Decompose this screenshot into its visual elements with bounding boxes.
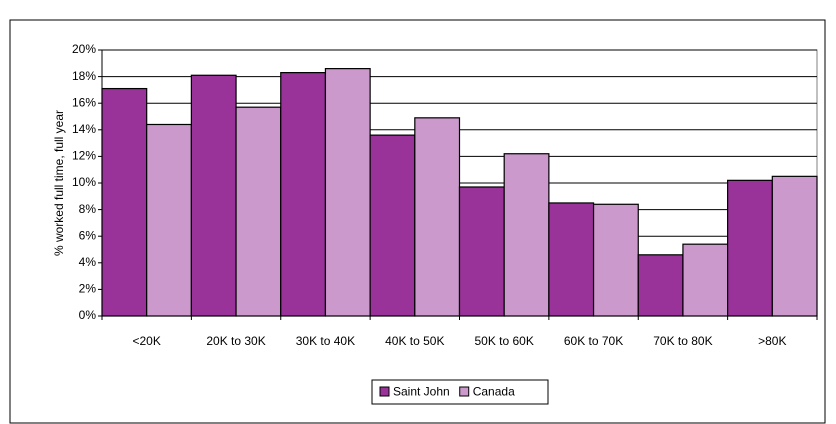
y-tick-label: 0% (79, 308, 97, 322)
legend-swatch (459, 386, 470, 397)
legend-label: Canada (473, 385, 515, 399)
x-tick-label: 60K to 70K (564, 334, 623, 348)
x-tick-label: <20K (133, 334, 161, 348)
bar (503, 153, 550, 317)
bar (190, 74, 237, 317)
y-tick-label: 8% (79, 202, 97, 216)
x-tick-label: 40K to 50K (385, 334, 444, 348)
y-tick-label: 14% (72, 122, 96, 136)
bar (146, 123, 192, 317)
bar (101, 87, 148, 317)
bar (458, 186, 505, 317)
x-tick-label: 50K to 60K (474, 334, 533, 348)
bar (280, 72, 327, 317)
y-tick-label: 12% (72, 149, 96, 163)
bar (414, 117, 461, 317)
bar (324, 68, 371, 317)
x-tick-label: 20K to 30K (206, 334, 265, 348)
bar (682, 243, 729, 317)
bar (548, 202, 595, 317)
y-tick-label: 16% (72, 95, 96, 109)
bar (369, 134, 416, 317)
y-tick-label: 18% (72, 69, 96, 83)
legend-label: Saint John (393, 385, 450, 399)
x-tick-label: >80K (758, 334, 786, 348)
x-tick-label: 30K to 40K (296, 334, 355, 348)
legend-swatch (379, 386, 390, 397)
y-tick-label: 6% (79, 228, 97, 242)
x-tick-label: 70K to 80K (653, 334, 712, 348)
bar (235, 106, 282, 317)
bar (592, 203, 639, 317)
y-tick-label: 4% (79, 255, 97, 269)
y-axis-label: % worked full time, full year (52, 110, 66, 256)
y-tick-label: 20% (72, 42, 96, 56)
bar (771, 175, 818, 317)
bar (727, 179, 773, 317)
y-tick-label: 2% (79, 282, 97, 296)
y-tick-label: 10% (72, 175, 96, 189)
bar (637, 254, 684, 317)
